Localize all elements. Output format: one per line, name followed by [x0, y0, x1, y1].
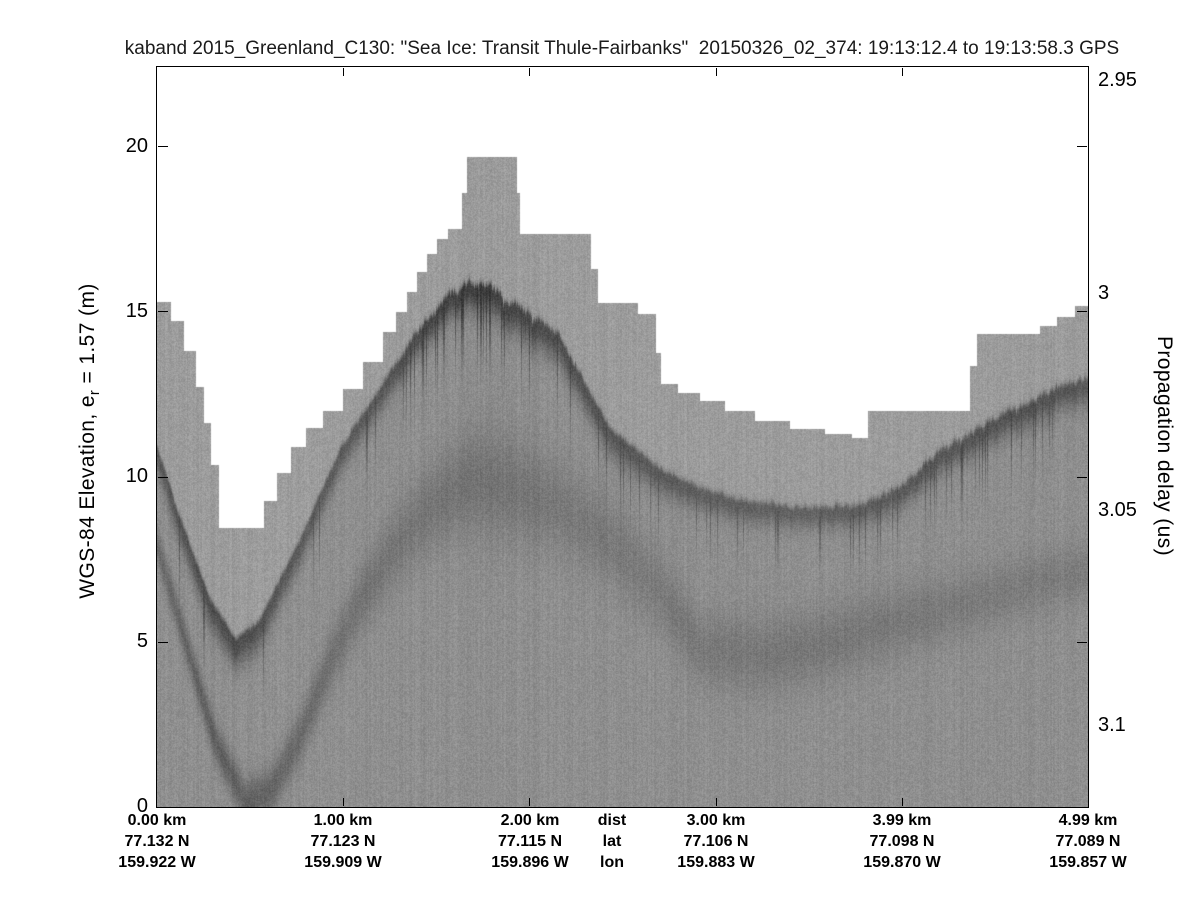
row-header-lon: lon [600, 854, 624, 871]
axis-tick [343, 798, 344, 806]
x-axis-column: 0.00 km 77.132 N 159.922 W [87, 810, 227, 873]
axis-tick [902, 798, 903, 806]
axis-tick [529, 68, 530, 76]
x-axis-latitude: 77.123 N [310, 833, 376, 850]
x-axis-row-headers: dist lat lon [542, 810, 682, 873]
x-axis-column: 1.00 km 77.123 N 159.909 W [273, 810, 413, 873]
right-axis-title: Propagation delay (us) [1153, 335, 1176, 557]
x-axis-distance: 3.00 km [686, 812, 746, 829]
x-axis-longitude: 159.909 W [304, 854, 382, 871]
right-axis-tick-label: 3.05 [1098, 499, 1137, 521]
right-axis-tick-label: 3.1 [1098, 714, 1126, 736]
x-axis-column: 2.00 km 77.115 N 159.896 W [460, 810, 600, 873]
axis-tick [343, 68, 344, 76]
x-axis-longitude: 159.883 W [677, 854, 755, 871]
row-header-lat: lat [602, 833, 622, 850]
x-axis-longitude: 159.857 W [1049, 854, 1127, 871]
x-axis-distance: 3.99 km [872, 812, 932, 829]
x-axis-latitude: 77.132 N [124, 833, 190, 850]
axis-tick [529, 798, 530, 806]
axis-tick [1077, 642, 1087, 643]
axis-tick [158, 642, 168, 643]
x-axis-distance: 0.00 km [127, 812, 187, 829]
left-axis-title-text: WGS-84 Elevation, e [76, 395, 99, 599]
left-axis-title-subscript: r [87, 389, 104, 396]
axis-tick [716, 68, 717, 76]
plot-title: kaband 2015_Greenland_C130: "Sea Ice: Tr… [124, 38, 1120, 59]
left-axis-title-units: = 1.57 (m) [76, 283, 99, 390]
y-axis-tick-label: 10 [125, 465, 148, 487]
axis-tick [1077, 311, 1087, 312]
y-axis-tick-label: 20 [125, 135, 148, 157]
x-axis-column: 3.00 km 77.106 N 159.883 W [646, 810, 786, 873]
axis-tick [1077, 477, 1087, 478]
axis-tick [158, 311, 168, 312]
x-axis-distance: 2.00 km [500, 812, 560, 829]
y-axis-tick-label: 5 [136, 630, 148, 652]
right-axis-tick-label: 2.95 [1098, 69, 1137, 91]
plot-frame [156, 66, 1089, 808]
x-axis-latitude: 77.089 N [1055, 833, 1121, 850]
row-header-dist: dist [597, 812, 627, 829]
x-axis-column: 3.99 km 77.098 N 159.870 W [832, 810, 972, 873]
y-axis-tick-label: 0 [136, 795, 148, 817]
right-axis-tick-label: 3 [1098, 282, 1110, 304]
x-axis-distance: 1.00 km [313, 812, 373, 829]
x-axis-longitude: 159.870 W [863, 854, 941, 871]
axis-tick [158, 146, 168, 147]
axis-tick [902, 68, 903, 76]
x-axis-latitude: 77.098 N [869, 833, 935, 850]
left-axis-title: WGS-84 Elevation, er = 1.57 (m) [76, 141, 104, 741]
axis-tick [158, 477, 168, 478]
x-axis-longitude: 159.922 W [118, 854, 196, 871]
x-axis-column: 4.99 km 77.089 N 159.857 W [1018, 810, 1158, 873]
echogram-image [157, 67, 1088, 807]
y-axis-tick-label: 15 [125, 300, 148, 322]
x-axis-distance: 4.99 km [1058, 812, 1118, 829]
x-axis-longitude: 159.896 W [491, 854, 569, 871]
axis-tick [1077, 146, 1087, 147]
x-axis-latitude: 77.106 N [683, 833, 749, 850]
axis-tick [716, 798, 717, 806]
x-axis-latitude: 77.115 N [497, 833, 563, 850]
